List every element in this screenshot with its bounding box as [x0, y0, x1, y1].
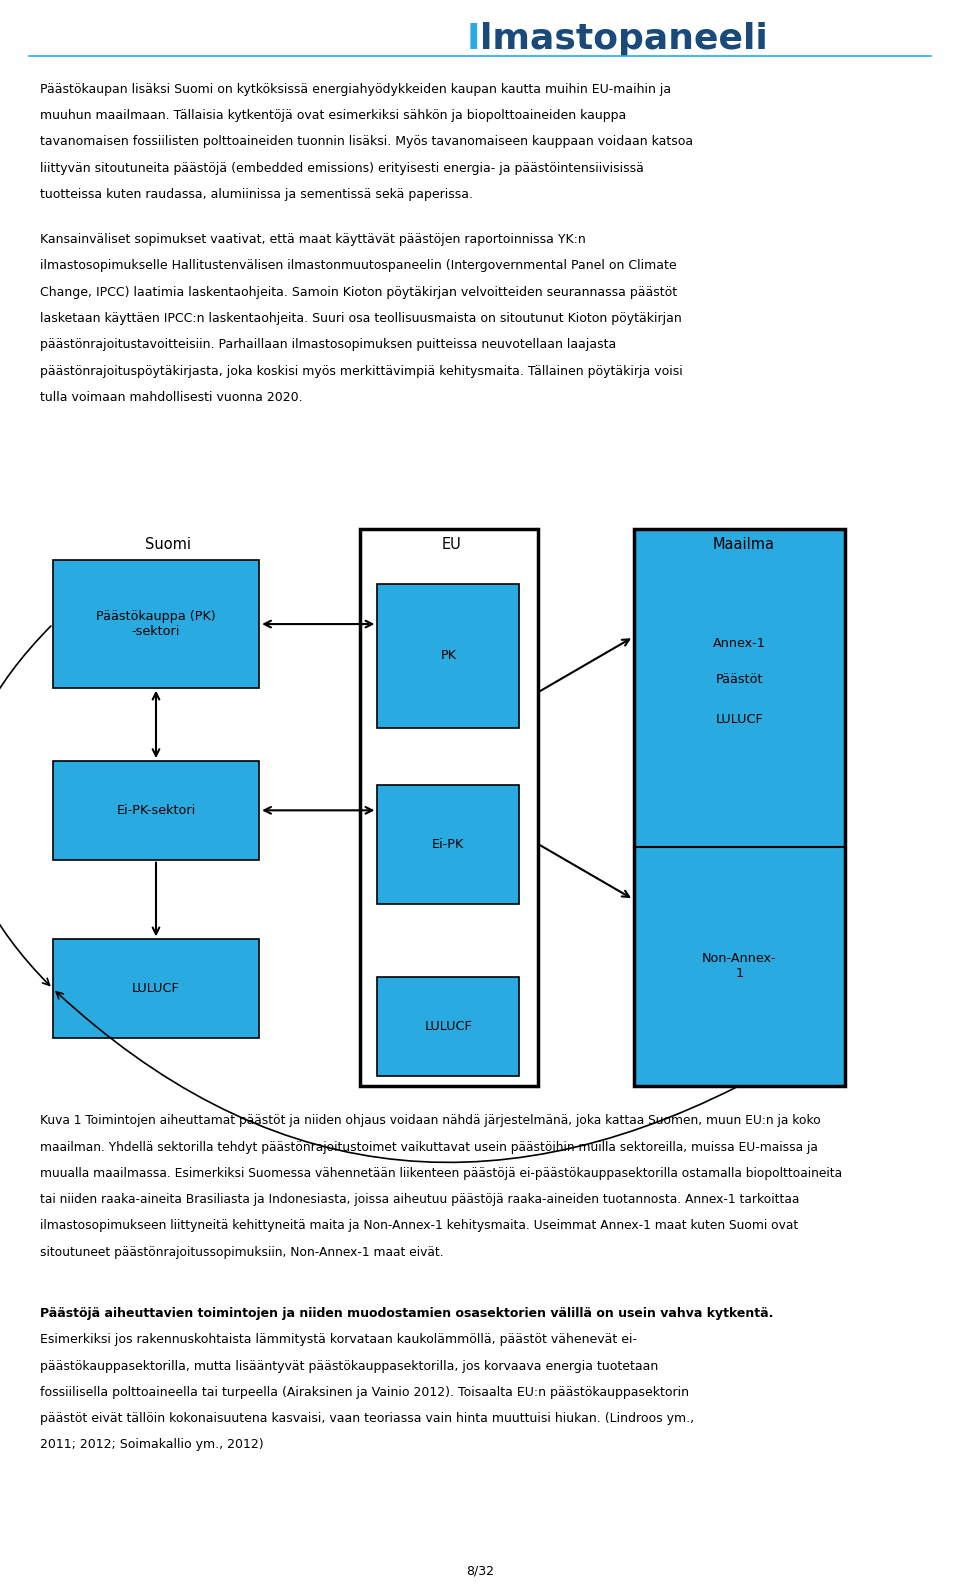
Text: päästökauppasektorilla, mutta lisääntyvät päästökauppasektorilla, jos korvaava e: päästökauppasektorilla, mutta lisääntyvä…	[40, 1360, 659, 1372]
Text: Non-Annex-
1: Non-Annex- 1	[702, 952, 777, 981]
Text: LULUCF: LULUCF	[715, 713, 763, 726]
Text: lasketaan käyttäen IPCC:n laskentaohjeita. Suuri osa teollisuusmaista on sitoutu: lasketaan käyttäen IPCC:n laskentaohjeit…	[40, 312, 682, 325]
Text: Päästökauppa (PK)
-sektori: Päästökauppa (PK) -sektori	[96, 610, 216, 638]
Text: Päästökaupan lisäksi Suomi on kytköksissä energiahyödykkeiden kaupan kautta muih: Päästökaupan lisäksi Suomi on kytköksiss…	[40, 83, 671, 96]
Text: Kansainväliset sopimukset vaativat, että maat käyttävät päästöjen raportoinnissa: Kansainväliset sopimukset vaativat, että…	[40, 232, 586, 247]
Text: tavanomaisen fossiilisten polttoaineiden tuonnin lisäksi. Myös tavanomaiseen kau: tavanomaisen fossiilisten polttoaineiden…	[40, 135, 693, 148]
Text: Annex-1: Annex-1	[712, 637, 766, 650]
Text: sitoutuneet päästönrajoitussopimuksiin, Non-Annex-1 maat eivät.: sitoutuneet päästönrajoitussopimuksiin, …	[40, 1247, 444, 1259]
Text: Suomi: Suomi	[145, 537, 191, 552]
Text: lmastopaneeli: lmastopaneeli	[480, 22, 768, 56]
Bar	[53, 939, 259, 1038]
Text: päästöt eivät tällöin kokonaisuutena kasvaisi, vaan teoriassa vain hinta muuttui: päästöt eivät tällöin kokonaisuutena kas…	[40, 1412, 694, 1425]
Text: päästönrajoituspöytäkirjasta, joka koskisi myös merkittävimpiä kehitysmaita. Täl: päästönrajoituspöytäkirjasta, joka koski…	[40, 365, 684, 377]
Text: EU: EU	[442, 537, 461, 552]
Text: Päästöjä aiheuttavien toimintojen ja niiden muodostamien osasektorien välillä on: Päästöjä aiheuttavien toimintojen ja nii…	[40, 1307, 774, 1320]
Text: tuotteissa kuten raudassa, alumiinissa ja sementissä sekä paperissa.: tuotteissa kuten raudassa, alumiinissa j…	[40, 188, 473, 201]
Text: tai niiden raaka-aineita Brasiliasta ja Indonesiasta, joissa aiheutuu päästöjä r: tai niiden raaka-aineita Brasiliasta ja …	[40, 1194, 800, 1207]
Text: Maailma: Maailma	[713, 537, 775, 552]
Text: Päästöt: Päästöt	[715, 673, 763, 686]
Bar	[53, 560, 259, 688]
Text: I: I	[467, 22, 480, 56]
Bar	[53, 761, 259, 860]
Bar	[360, 529, 538, 1086]
Bar	[377, 584, 519, 728]
Text: 8/32: 8/32	[466, 1565, 494, 1578]
FancyArrowPatch shape	[57, 992, 736, 1162]
Text: PK: PK	[441, 650, 456, 662]
FancyArrowPatch shape	[0, 626, 51, 985]
Text: tulla voimaan mahdollisesti vuonna 2020.: tulla voimaan mahdollisesti vuonna 2020.	[40, 390, 303, 404]
Text: liittyvän sitoutuneita päästöjä (embedded emissions) erityisesti energia- ja pää: liittyvän sitoutuneita päästöjä (embedde…	[40, 161, 644, 175]
Text: Esimerkiksi jos rakennuskohtaista lämmitystä korvataan kaukolämmöllä, päästöt vä: Esimerkiksi jos rakennuskohtaista lämmit…	[40, 1334, 637, 1347]
Text: Change, IPCC) laatimia laskentaohjeita. Samoin Kioton pöytäkirjan velvoitteiden : Change, IPCC) laatimia laskentaohjeita. …	[40, 285, 678, 299]
Text: Ei-PK-sektori: Ei-PK-sektori	[116, 804, 196, 817]
Text: muualla maailmassa. Esimerkiksi Suomessa vähennetään liikenteen päästöjä ei-pääs: muualla maailmassa. Esimerkiksi Suomessa…	[40, 1167, 843, 1180]
Bar	[377, 977, 519, 1076]
Text: ilmastosopimukseen liittyneitä kehittyneitä maita ja Non-Annex-1 kehitysmaita. U: ilmastosopimukseen liittyneitä kehittyne…	[40, 1219, 799, 1232]
Text: muuhun maailmaan. Tällaisia kytkentöjä ovat esimerkiksi sähkön ja biopolttoainei: muuhun maailmaan. Tällaisia kytkentöjä o…	[40, 108, 627, 123]
Bar	[377, 785, 519, 904]
Text: ilmastosopimukselle Hallitustenvälisen ilmastonmuutospaneelin (Intergovernmental: ilmastosopimukselle Hallitustenvälisen i…	[40, 259, 677, 272]
Text: päästönrajoitustavoitteisiin. Parhaillaan ilmastosopimuksen puitteissa neuvotell: päästönrajoitustavoitteisiin. Parhaillaa…	[40, 338, 616, 352]
Text: LULUCF: LULUCF	[424, 1020, 472, 1033]
Text: 2011; 2012; Soimakallio ym., 2012): 2011; 2012; Soimakallio ym., 2012)	[40, 1439, 264, 1452]
Text: LULUCF: LULUCF	[132, 982, 180, 995]
Text: Ei-PK: Ei-PK	[432, 837, 465, 852]
Text: maailman. Yhdellä sektorilla tehdyt päästönrajoitustoimet vaikuttavat usein pääs: maailman. Yhdellä sektorilla tehdyt pääs…	[40, 1140, 818, 1154]
Text: Kuva 1 Toimintojen aiheuttamat päästöt ja niiden ohjaus voidaan nähdä järjestelm: Kuva 1 Toimintojen aiheuttamat päästöt j…	[40, 1114, 821, 1127]
Text: fossiilisella polttoaineella tai turpeella (Airaksinen ja Vainio 2012). Toisaalt: fossiilisella polttoaineella tai turpeel…	[40, 1385, 689, 1399]
Bar	[634, 529, 845, 1086]
